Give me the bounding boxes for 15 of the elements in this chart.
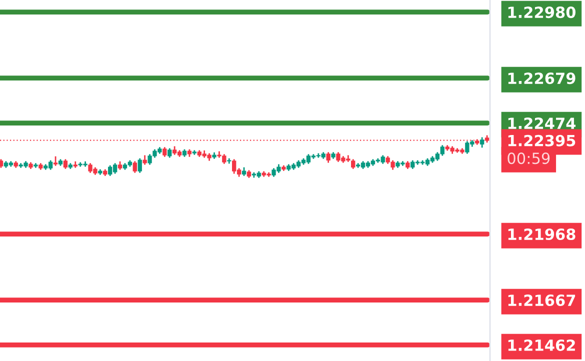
candlestick	[34, 163, 38, 168]
y-tick-label: 1.21667	[508, 294, 576, 306]
candlestick	[132, 161, 137, 173]
y-tick-label: 1.22474	[508, 118, 576, 129]
candlestick	[73, 161, 78, 168]
candlestick	[326, 152, 330, 163]
candlestick	[138, 158, 142, 173]
y-tick-label: 1.22679	[508, 72, 576, 84]
candlestick	[227, 158, 232, 164]
y-tick-label: 1.22980	[508, 6, 576, 18]
y-tick-label: 1.22395	[508, 134, 576, 146]
text: 00:59	[508, 152, 550, 164]
candlestick	[192, 150, 196, 155]
y-tick-label: 1.21968	[508, 228, 576, 240]
y-tick-label: 1.21462	[508, 339, 575, 352]
